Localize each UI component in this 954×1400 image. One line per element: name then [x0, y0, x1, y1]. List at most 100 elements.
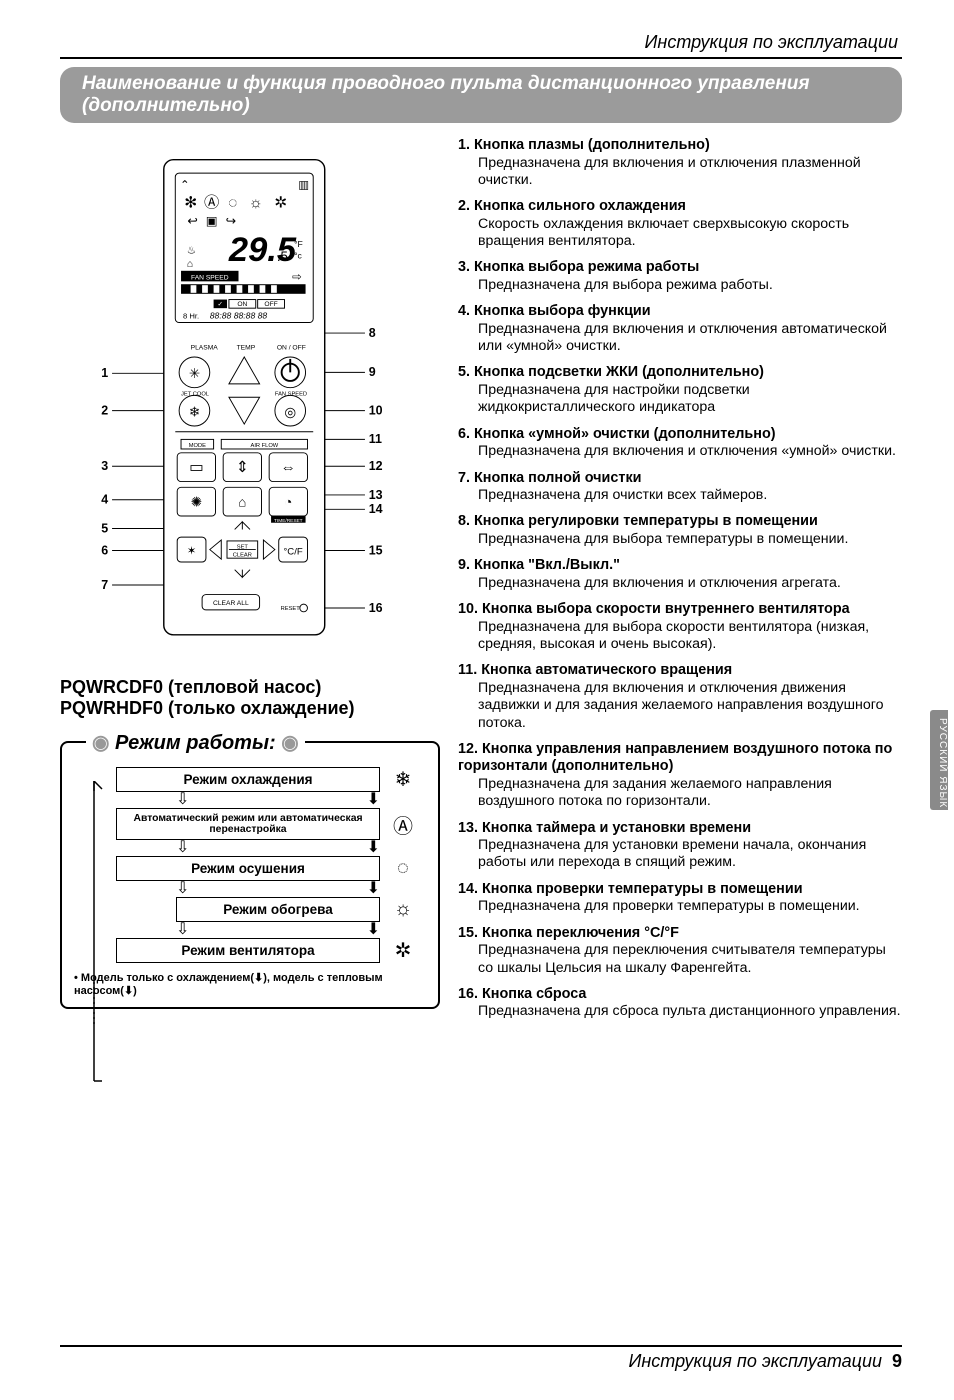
- footer-rule: [60, 1345, 902, 1347]
- feature-item: 12. Кнопка управления направлением возду…: [458, 741, 902, 811]
- svg-text:AIR FLOW: AIR FLOW: [251, 443, 279, 449]
- mode-row-icon: ❄: [380, 767, 420, 792]
- svg-text:ON / OFF: ON / OFF: [277, 344, 306, 351]
- feature-desc: Предназначена для включения и отключения…: [458, 575, 902, 592]
- svg-text:✺: ✺: [191, 494, 202, 509]
- feature-item: 14. Кнопка проверки температуры в помеще…: [458, 881, 902, 916]
- mode-down-arrows: ⇩⬇: [116, 792, 420, 808]
- leader-10: 10: [369, 403, 383, 417]
- svg-text:✻: ✻: [184, 195, 197, 212]
- leader-14: 14: [369, 502, 383, 516]
- feature-item: 8. Кнопка регулировки температуры в поме…: [458, 513, 902, 548]
- feature-desc: Предназначена для переключения считывате…: [458, 942, 902, 977]
- feature-title: 9. Кнопка "Вкл./Выкл.": [458, 557, 620, 573]
- svg-text:OFF: OFF: [264, 301, 277, 308]
- language-tab: РУССКИЙ ЯЗЫК: [930, 710, 948, 810]
- feature-desc: Предназначена для установки времени нача…: [458, 837, 902, 872]
- mode-label: Режим обогрева: [176, 897, 380, 922]
- svg-text:JET COOL: JET COOL: [181, 391, 209, 397]
- bullet-icon: ◉: [281, 732, 298, 754]
- leader-4: 4: [101, 493, 108, 507]
- svg-text:ON: ON: [237, 301, 247, 308]
- mode-label: Автоматический режим или автоматическая …: [116, 808, 380, 840]
- svg-text:°C/F: °C/F: [283, 546, 302, 557]
- feature-item: 2. Кнопка сильного охлаждения Скорость ох…: [458, 198, 902, 250]
- svg-text:❄: ❄: [189, 404, 200, 419]
- feature-desc: Предназначена для включения и отключения…: [458, 155, 902, 190]
- feature-item: 10. Кнопка выбора скорости внутреннего в…: [458, 601, 902, 653]
- leader-8: 8: [369, 326, 376, 340]
- feature-title: 14. Кнопка проверки температуры в помеще…: [458, 881, 803, 897]
- svg-text:⇨: ⇨: [292, 271, 302, 283]
- mode-row-icon: ◌: [380, 857, 420, 880]
- mode-label: Режим вентилятора: [116, 938, 380, 963]
- svg-text:88:88 88:88 88: 88:88 88:88 88: [210, 311, 268, 321]
- feature-item: 15. Кнопка переключения °C/°FПредназначе…: [458, 925, 902, 977]
- leader-1: 1: [101, 366, 108, 380]
- svg-text:▭: ▭: [189, 459, 203, 476]
- leader-6: 6: [101, 543, 108, 557]
- svg-text:Ⓐ: Ⓐ: [204, 195, 219, 212]
- svg-text:◔: ◔: [284, 494, 292, 509]
- feature-title: 10. Кнопка выбора скорости внутреннего в…: [458, 601, 850, 617]
- feature-list: 1. Кнопка плазмы (дополнительно)Предназн…: [440, 137, 902, 1030]
- mode-down-arrows: ⇩⬇: [116, 881, 420, 897]
- svg-text:CLEAR: CLEAR: [233, 552, 252, 558]
- feature-title: 13. Кнопка таймера и установки времени: [458, 820, 751, 836]
- header-rule: [60, 57, 902, 59]
- svg-text:◎: ◎: [284, 404, 296, 419]
- mode-row-icon: ☼: [380, 898, 420, 921]
- feature-title: 8. Кнопка регулировки температуры в поме…: [458, 513, 818, 529]
- feature-desc: Скорость охлаждения включает сверхвысоку…: [458, 216, 902, 251]
- leader-3: 3: [101, 459, 108, 473]
- feature-item: 6. Кнопка «умной» очистки (дополнительно…: [458, 426, 902, 461]
- feature-title: 6. Кнопка «умной» очистки (дополнительно…: [458, 426, 776, 442]
- mode-row: Режим вентилятора✲: [116, 938, 420, 963]
- mode-label: Режим охлаждения: [116, 767, 380, 792]
- section-title-bar: Наименование и функция проводного пульта…: [60, 67, 902, 123]
- feature-item: 13. Кнопка таймера и установки времениПр…: [458, 820, 902, 872]
- model-line-1: PQWRCDF0 (тепловой насос): [60, 677, 440, 698]
- svg-text:RESET: RESET: [281, 606, 301, 612]
- feature-item: 5. Кнопка подсветки ЖКИ (дополнительно)П…: [458, 364, 902, 416]
- leader-16: 16: [369, 601, 383, 615]
- feature-title: 11. Кнопка автоматического вращения: [458, 662, 732, 678]
- feature-desc: Предназначена для сброса пульта дистанци…: [458, 1003, 902, 1020]
- bullet-icon: ◉: [92, 732, 109, 754]
- feature-title: 15. Кнопка переключения °C/°F: [458, 925, 679, 941]
- svg-text:FAN SPEED: FAN SPEED: [191, 274, 229, 281]
- feature-item: 1. Кнопка плазмы (дополнительно)Предназн…: [458, 137, 902, 189]
- feature-desc: Предназначена для проверки температуры в…: [458, 898, 902, 915]
- svg-text:CLEAR ALL: CLEAR ALL: [213, 600, 249, 607]
- feature-title: 4. Кнопка выбора функции: [458, 303, 651, 319]
- feature-item: 9. Кнопка "Вкл./Выкл." Предназначена для …: [458, 557, 902, 592]
- svg-text:⌂: ⌂: [187, 258, 193, 270]
- leader-2: 2: [101, 403, 108, 417]
- svg-text:8 Hr.: 8 Hr.: [183, 312, 199, 321]
- svg-text:.5: .5: [277, 249, 288, 264]
- svg-text:TIME/RESET: TIME/RESET: [274, 518, 303, 524]
- feature-title: 2. Кнопка сильного охлаждения: [458, 198, 686, 214]
- feature-item: 3. Кнопка выбора режима работыПредназнач…: [458, 259, 902, 294]
- mode-flow-box: ◉ Режим работы: ◉ Режим охлаждения❄⇩⬇Авт…: [60, 741, 440, 1009]
- feature-desc: Предназначена для включения и отключения…: [458, 443, 902, 460]
- feature-desc: Предназначена для выбора режима работы.: [458, 277, 902, 294]
- svg-text:MODE: MODE: [189, 443, 206, 449]
- mode-row: Режим охлаждения❄: [116, 767, 420, 792]
- leader-15: 15: [369, 543, 383, 557]
- mode-down-arrows: ⇩⬇: [116, 840, 420, 856]
- svg-text:FAN SPEED: FAN SPEED: [275, 391, 307, 397]
- mode-row: Режим обогрева☼: [116, 897, 420, 922]
- leader-12: 12: [369, 459, 383, 473]
- feature-desc: Предназначена для включения и отключения…: [458, 321, 902, 356]
- leader-9: 9: [369, 365, 376, 379]
- svg-text:◌: ◌: [228, 195, 237, 212]
- feature-title: 16. Кнопка сброса: [458, 986, 586, 1002]
- svg-text:▥: ▥: [298, 179, 309, 191]
- feature-desc: Предназначена для включения и отключения…: [458, 680, 902, 732]
- svg-text:✳: ✳: [189, 366, 200, 381]
- leader-7: 7: [101, 578, 108, 592]
- feature-item: 16. Кнопка сбросаПредназначена для сброс…: [458, 986, 902, 1021]
- feature-desc: Предназначена для выбора температуры в п…: [458, 531, 902, 548]
- svg-text:°F: °F: [294, 239, 303, 249]
